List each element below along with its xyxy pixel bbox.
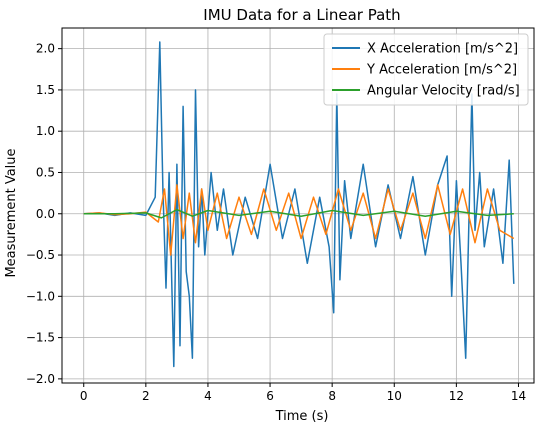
x-tick-label: 12 <box>449 389 464 403</box>
y-tick-label: −1.0 <box>26 289 55 303</box>
legend-label: X Acceleration [m/s^2] <box>367 42 518 57</box>
series-line-2 <box>83 184 515 256</box>
y-tick-label: 0.5 <box>36 165 55 179</box>
x-tick-label: 14 <box>511 389 526 403</box>
y-tick-label: 1.5 <box>36 83 55 97</box>
legend-label: Angular Velocity [rad/s] <box>367 84 520 99</box>
y-tick-label: 0.0 <box>36 207 55 221</box>
y-tick-label: 1.0 <box>36 124 55 138</box>
legend-box <box>323 33 529 106</box>
x-tick-label: 10 <box>387 389 402 403</box>
series-line-3 <box>83 208 514 219</box>
y-tick-label: −1.5 <box>26 331 55 345</box>
y-tick-label: −2.0 <box>26 372 55 386</box>
y-tick-label: −0.5 <box>26 248 55 262</box>
x-tick-label: 0 <box>80 389 88 403</box>
x-tick-label: 4 <box>204 389 212 403</box>
x-tick-label: 6 <box>266 389 274 403</box>
x-tick-label: 2 <box>142 389 150 403</box>
legend-label: Y Acceleration [m/s^2] <box>366 63 517 78</box>
x-axis-label: Time (s) <box>275 409 329 424</box>
y-tick-label: 2.0 <box>36 42 55 56</box>
plot-series-group <box>83 41 515 368</box>
chart-title: IMU Data for a Linear Path <box>203 6 400 24</box>
legend: X Acceleration [m/s^2] Y Acceleration [m/… <box>323 33 529 106</box>
plot-area-frame <box>61 27 535 384</box>
tick-layer: 0 2 4 6 8 10 12 14 −2.0 −1.5 −1.0 −0.5 0.0 0.5 1.0 1.5 2… <box>26 42 526 403</box>
x-tick-label: 8 <box>328 389 336 403</box>
y-axis-label: Measurement Value <box>4 148 19 277</box>
